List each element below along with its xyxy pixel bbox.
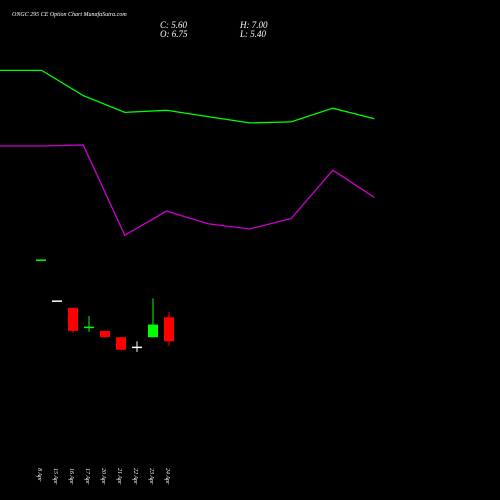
x-tick-label: 20 Apr xyxy=(100,468,106,485)
candle-body xyxy=(52,300,62,302)
candle-body xyxy=(116,337,126,350)
indicator-line xyxy=(0,69,375,124)
x-tick-label: 15 Apr xyxy=(52,468,58,485)
candle-body xyxy=(84,326,94,329)
candle-body xyxy=(164,317,174,342)
candle-body xyxy=(36,259,46,261)
x-tick-label: 24 Apr xyxy=(164,468,171,485)
candle-body xyxy=(132,346,142,349)
ohlc-label: O: 6.75 xyxy=(160,29,188,39)
candle-body xyxy=(100,330,110,338)
indicator-line xyxy=(0,144,375,237)
ohlc-label: L: 5.40 xyxy=(239,29,267,39)
x-tick-label: 16 Apr xyxy=(68,468,74,485)
x-tick-label: 8 Apr xyxy=(36,468,42,482)
x-tick-label: 22 Apr xyxy=(132,468,138,485)
ohlc-label: C: 5.60 xyxy=(160,20,188,30)
candle-body xyxy=(68,307,78,331)
x-tick-label: 17 Apr xyxy=(84,468,90,485)
ohlc-label: H: 7.00 xyxy=(239,20,268,30)
chart-title: ONGC 295 CE Option Chart MunafaSutra.com xyxy=(12,11,127,18)
x-tick-label: 21 Apr xyxy=(116,468,122,485)
x-tick-label: 23 Apr xyxy=(148,468,154,485)
candle-body xyxy=(148,324,158,338)
